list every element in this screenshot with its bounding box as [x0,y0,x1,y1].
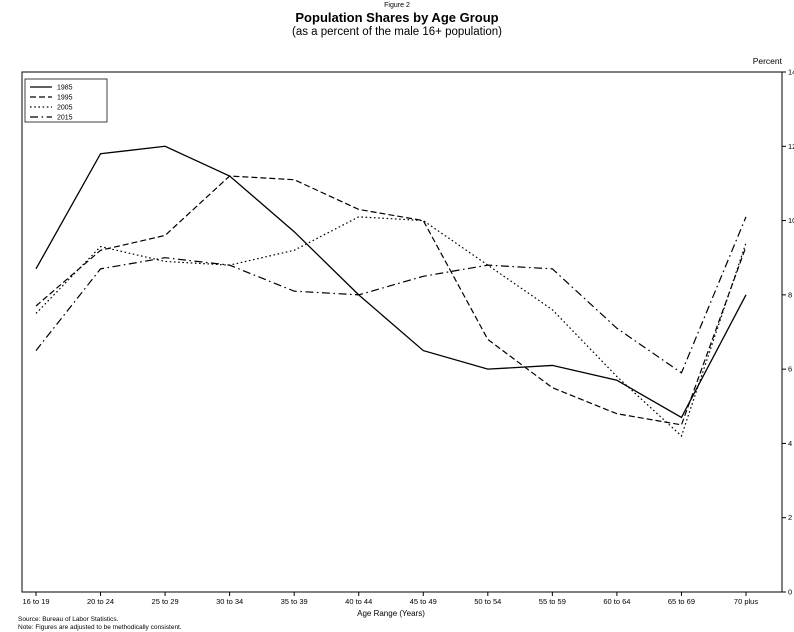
x-axis-label: Age Range (Years) [357,609,425,618]
legend-box [24,78,108,123]
x-tick-label: 35 to 39 [281,597,308,606]
chart-notes: Source: Bureau of Labor Statistics. Note… [18,616,182,631]
series-line-2005 [35,216,747,438]
x-tick-label: 20 to 24 [87,597,114,606]
x-tick-label: 40 to 44 [345,597,372,606]
legend-label-2005: 2005 [57,105,73,112]
x-tick-label: 30 to 34 [216,597,243,606]
legend-label-1995: 1995 [57,95,73,102]
x-tick-label: 70 plus [734,597,758,606]
x-tick-label: 55 to 59 [539,597,566,606]
y-tick-label: 12 [788,142,794,151]
chart-header: Figure 2 Population Shares by Age Group … [0,2,794,39]
x-tick-label: 65 to 69 [668,597,695,606]
y-tick-label: 8 [788,290,792,299]
legend-label-2015: 2015 [57,115,73,122]
method-note: Note: Figures are adjusted to be methodi… [18,623,182,631]
chart-title: Population Shares by Age Group [295,10,499,25]
source-note: Source: Bureau of Labor Statistics. [18,616,119,623]
y-tick-label: 14 [788,68,794,77]
chart-subtitle: (as a percent of the male 16+ population… [291,26,502,38]
figure-label: Figure 2 [384,2,410,9]
y-tick-label: 4 [788,439,792,448]
series-line-1985 [35,145,747,419]
y-tick-label: 0 [788,588,792,597]
y-tick-label: 2 [788,513,792,522]
y-axis-label: Percent [752,56,782,66]
y-tick-label: 6 [788,365,792,374]
plot-frame [21,71,783,593]
x-tick-label: 16 to 19 [22,597,49,606]
x-tick-label: 45 to 49 [410,597,437,606]
y-tick-label: 10 [788,216,794,225]
x-tick-label: 25 to 29 [152,597,179,606]
x-tick-label: 50 to 54 [474,597,501,606]
x-tick-label: 60 to 64 [603,597,630,606]
legend-label-1985: 1985 [57,85,73,92]
series-line-1995 [35,175,747,426]
series-line-2015 [35,216,747,374]
